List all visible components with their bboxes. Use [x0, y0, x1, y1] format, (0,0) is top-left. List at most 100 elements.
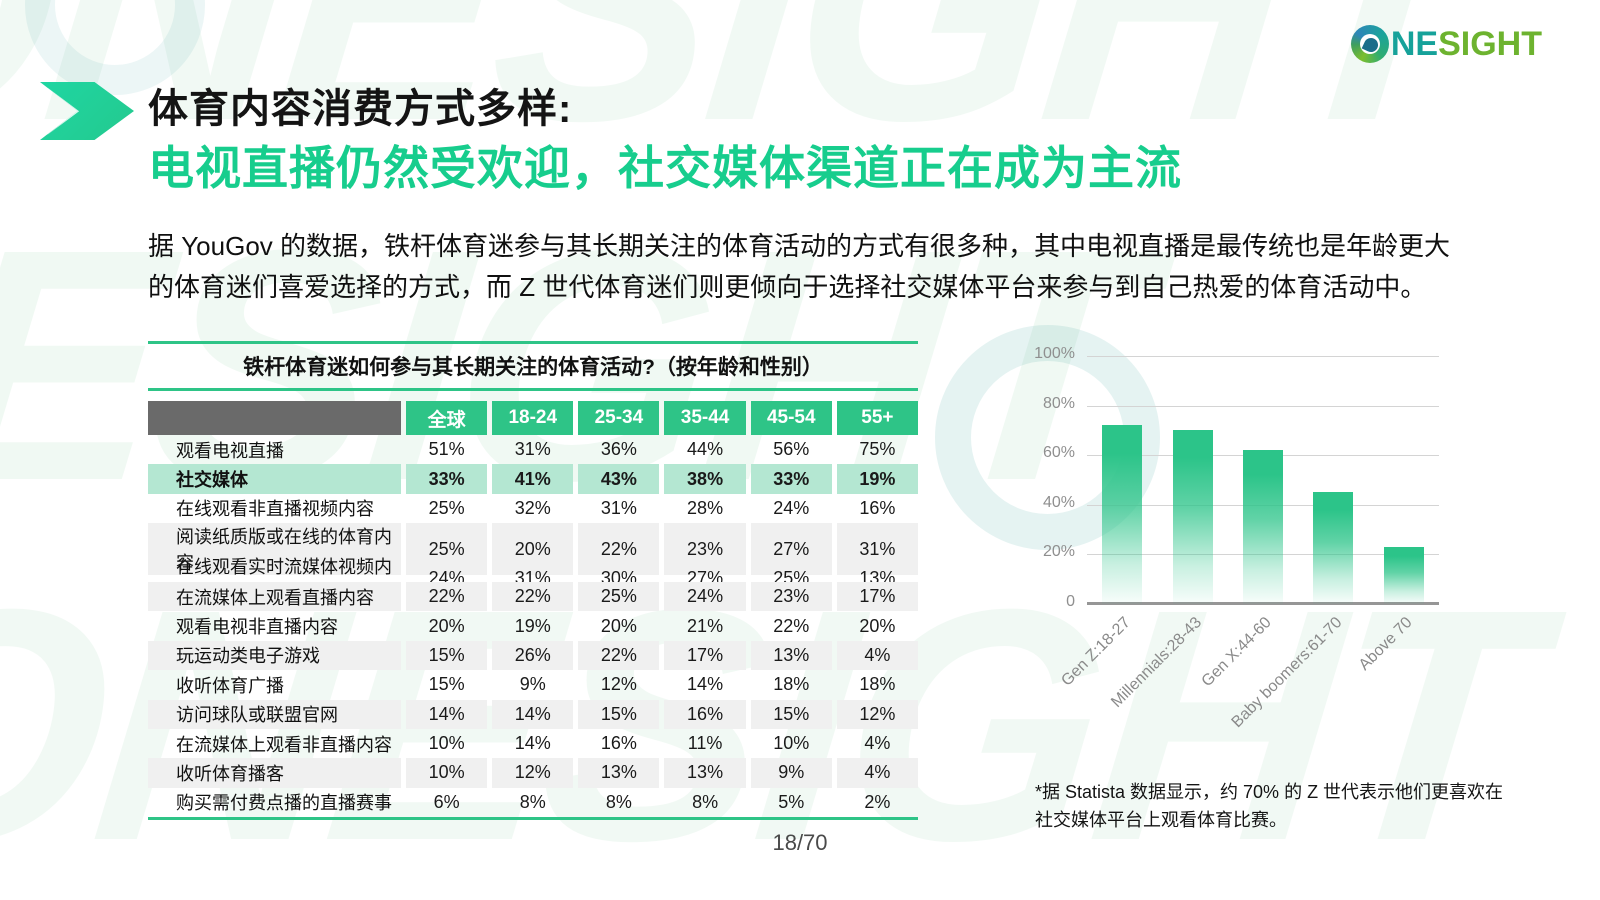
table-cell-value: 24% [773, 497, 810, 518]
table-cell-value: 9% [750, 758, 832, 788]
table-cell-value: 20% [428, 615, 465, 636]
y-axis-tick-label: 80% [1042, 394, 1075, 412]
row-label: 在线观看非直播视频内容 [176, 499, 374, 520]
table-row: 社交媒体 33% 41% 43% 38% 33% 19% [148, 464, 918, 494]
row-label: 社交媒体 [148, 464, 401, 494]
table-cell-value: 14% [687, 674, 724, 695]
table-cell-value: 12% [836, 699, 918, 729]
y-axis-tick-label: 40% [1042, 493, 1075, 511]
chevron-arrow-icon [40, 82, 134, 140]
table-row: 阅读纸质版或在线的体育内容 25% 20% 22% 23% 27% 31% [148, 523, 918, 576]
table-cell-value: 16% [859, 497, 896, 518]
gridline [1087, 405, 1439, 407]
table-cell-value: 41% [492, 464, 574, 494]
logo-text-one: NE [1390, 24, 1439, 63]
row-label: 访问球队或联盟官网 [148, 699, 401, 729]
x-axis-category-label: Above 70 [1355, 614, 1416, 674]
onesight-logo: NE SIGHT [1350, 24, 1542, 64]
table-cell-value: 22% [578, 523, 660, 576]
onesight-swirl-icon [1350, 25, 1389, 63]
table-cell-value: 15% [578, 699, 660, 729]
table-cell-value: 4% [836, 640, 918, 671]
table-cell-value: 51% [428, 439, 465, 460]
table-cell-value: 14% [492, 699, 574, 729]
table-cell-value: 22% [406, 581, 488, 612]
table-cell-value: 12% [600, 674, 637, 695]
table-cell-value: 22% [578, 640, 660, 671]
row-label: 收听体育播客 [148, 758, 401, 788]
table-cell-value: 22% [773, 615, 810, 636]
table-cell-value: 13% [578, 758, 660, 788]
bar-slot: Millennials:28-43 [1108, 356, 1227, 711]
table-cell-value: 23% [664, 523, 746, 576]
bar-slot: Gen X:44-60 [1199, 356, 1298, 690]
x-axis-category-label: Gen X:44-60 [1198, 614, 1276, 691]
table-row: 收听体育播客 10% 12% 13% 13% 9% 4% [148, 758, 918, 788]
row-label: 在流媒体上观看非直播内容 [176, 734, 392, 755]
table-cell-value: 31% [836, 523, 918, 576]
table-cell-value: 17% [836, 581, 918, 612]
table-row: 收听体育广播 15% 9% 12% 14% 18% 18% [148, 670, 918, 699]
row-label: 收听体育广播 [176, 675, 284, 696]
table-cell-value: 17% [664, 640, 746, 671]
table-cell-value: 75% [859, 439, 896, 460]
table-cell-value: 33% [750, 464, 832, 494]
table-cell-value: 13% [664, 758, 746, 788]
table-cell-value: 36% [600, 439, 637, 460]
y-axis-tick-label: 20% [1042, 543, 1075, 561]
page-title: 体育内容消费方式多样: [148, 87, 573, 131]
table-cell-value: 4% [836, 758, 918, 788]
table-cell-value: 43% [578, 464, 660, 494]
table-cell-value: 20% [600, 615, 637, 636]
table-cell-value: 31% [514, 439, 551, 460]
table-cell-value: 19% [836, 464, 918, 494]
footnote: *据 Statista 数据显示，约 70% 的 Z 世代表示他们更喜欢在社交媒… [1035, 782, 1504, 830]
bar-slot: Above 70 [1356, 356, 1439, 674]
y-axis-tick-label: 60% [1042, 444, 1075, 462]
table-row: 访问球队或联盟官网 14% 14% 15% 16% 15% 12% [148, 699, 918, 729]
table-cell-value: 8% [519, 791, 546, 812]
table-cell-value: 32% [514, 497, 551, 518]
table-cell-value: 9% [519, 674, 546, 695]
table-cell-value: 4% [864, 733, 891, 754]
bar-slot: Gen Z:18-27 [1059, 356, 1157, 690]
row-label: 观看电视直播 [176, 440, 284, 461]
table-row: 观看电视直播 51% 31% 36% 44% 56% 75% [148, 435, 918, 464]
row-label: 观看电视非直播内容 [176, 617, 338, 638]
table-cell-value: 13% [750, 640, 832, 671]
table-cell-value: 44% [687, 439, 724, 460]
bar [1102, 425, 1143, 604]
column-header: 全球 [406, 401, 488, 435]
table-row: 在流媒体上观看直播内容 22% 22% 25% 24% 23% 17% [148, 581, 918, 612]
table-cell-value: 20% [492, 523, 574, 576]
table-header-row: 全球 18-24 25-34 35-44 45-54 55+ [148, 401, 918, 435]
table-cell-value: 10% [773, 733, 810, 754]
column-header: 18-24 [492, 401, 574, 435]
table-cell-value: 10% [428, 733, 465, 754]
bar [1172, 430, 1213, 604]
y-axis-tick-label: 0 [1066, 593, 1075, 610]
data-table: 全球 18-24 25-34 35-44 45-54 55+ 观看电视直播 51% 31% 36%… [148, 401, 918, 817]
bar-slot: Baby boomers:61-70 [1228, 356, 1368, 731]
table-cell-value: 16% [600, 733, 637, 754]
table-row: 在线观看实时流媒体视频内容24%31%30%27%25%13% [148, 553, 918, 603]
table-cell-value: 28% [687, 497, 724, 518]
table-cell-value: 56% [773, 439, 810, 460]
table-row: 在线观看非直播视频内容 25% 32% 31% 28% 24% 16% [148, 494, 918, 523]
table-cell-value: 25% [578, 581, 660, 612]
gridline [1087, 356, 1439, 357]
column-header: 35-44 [664, 401, 746, 435]
table-cell-value: 38% [664, 464, 746, 494]
table-cell-value: 10% [406, 758, 488, 788]
intro-paragraph: 据 YouGov 的数据，铁杆体育迷参与其长期关注的体育活动的方式有很多种，其中… [148, 231, 1451, 302]
table-cell-value: 24% [664, 581, 746, 612]
table-cell-value: 20% [859, 615, 896, 636]
y-axis-tick-label: 100% [1034, 345, 1075, 362]
table-cell-value: 14% [406, 699, 488, 729]
table-cell-value: 33% [406, 464, 488, 494]
table-cell-value: 15% [750, 699, 832, 729]
table-row: 玩运动类电子游戏 15% 26% 22% 17% 13% 4% [148, 640, 918, 671]
column-header: 45-54 [750, 401, 832, 435]
table-cell-value: 5% [778, 791, 805, 812]
